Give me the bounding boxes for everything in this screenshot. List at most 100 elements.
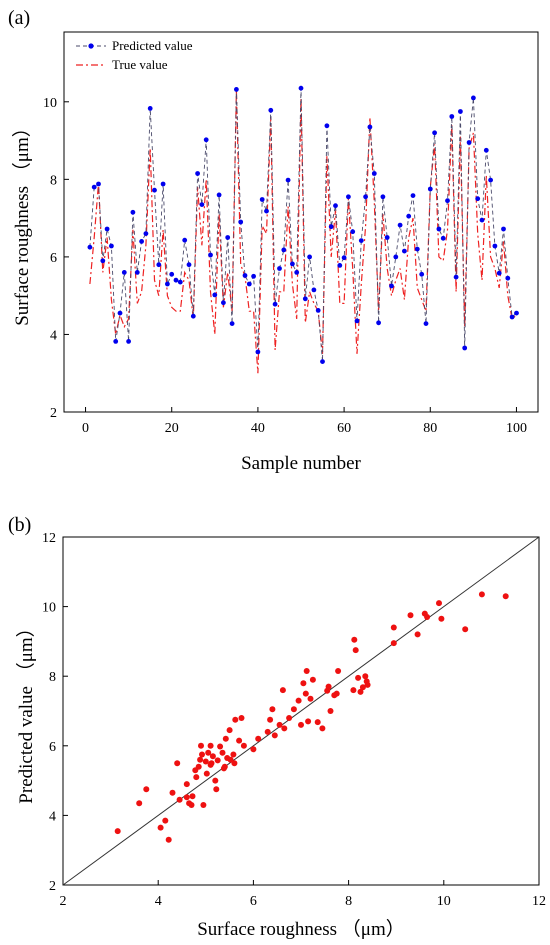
predicted-value-point (190, 313, 196, 319)
predicted-value-point (195, 171, 201, 176)
predicted-value-point (130, 209, 136, 215)
panel-b-x-tick-label: 6 (250, 894, 257, 909)
predicted-value-point (100, 258, 106, 264)
scatter-point (302, 690, 309, 697)
predicted-value-point (302, 296, 308, 302)
panel-b-y-axis-title: Predicted value （μm） (15, 618, 37, 803)
panel-b-x-tick-label: 10 (437, 894, 451, 909)
scatter-point (199, 751, 205, 758)
predicted-value-point (281, 247, 287, 253)
scatter-point (209, 753, 216, 760)
panel-a-x-tick-label: 20 (165, 421, 179, 436)
scatter-point (202, 758, 209, 765)
scatter-point (188, 802, 195, 808)
scatter-point (219, 749, 226, 756)
scatter-point (319, 725, 326, 732)
predicted-value-point (177, 279, 183, 285)
predicted-value-point (126, 339, 131, 344)
predicted-value-point (389, 283, 394, 289)
scatter-point (478, 591, 485, 598)
panel-a-series (87, 85, 519, 374)
predicted-value-point (380, 194, 386, 200)
panel-b-plot-frame (62, 536, 540, 886)
scatter-point (162, 817, 169, 824)
predicted-value-point (505, 275, 511, 281)
scatter-point (333, 690, 340, 697)
predicted-value-point (320, 359, 325, 364)
scatter-point (136, 800, 143, 807)
scatter-point (350, 687, 357, 694)
predicted-value-point (255, 349, 261, 355)
predicted-value-point (272, 301, 278, 307)
scatter-point (362, 673, 369, 680)
scatter-point (364, 681, 371, 688)
scatter-point (232, 716, 239, 723)
scatter-point (208, 760, 215, 767)
predicted-value-point (156, 262, 162, 268)
panel-b-axes-ticks: 2 4 6 8 10 12 2 4 6 8 10 12 (42, 531, 546, 909)
predicted-value-point (246, 281, 252, 287)
predicted-value-point (203, 137, 209, 143)
predicted-value-point (432, 130, 437, 136)
predicted-value-point (376, 320, 381, 326)
scatter-point (198, 742, 204, 749)
predicted-value-point (294, 270, 300, 275)
predicted-value-point (436, 226, 442, 232)
scatter-point (226, 727, 233, 734)
predicted-value-point (225, 235, 231, 240)
predicted-value-point (492, 243, 498, 249)
panel-a-y-axis-title: Surface roughness （μm） (11, 118, 33, 326)
predicted-value-point (337, 263, 343, 268)
predicted-value-point (384, 235, 390, 240)
scatter-point (197, 756, 204, 763)
predicted-value-point (311, 287, 317, 293)
predicted-value-point (87, 244, 93, 250)
panel-b-x-axis-title: Surface roughness （μm） (197, 918, 405, 940)
scatter-point (305, 718, 312, 725)
scatter-point (213, 786, 220, 793)
true-value-line (89, 90, 517, 374)
predicted-value-point (427, 186, 433, 192)
predicted-value-point (268, 107, 274, 113)
scatter-point (436, 600, 442, 607)
scatter-point (327, 708, 334, 714)
predicted-value-point (466, 140, 472, 145)
scatter-point (424, 614, 431, 620)
predicted-value-point (96, 181, 101, 187)
predicted-value-point (242, 273, 248, 278)
predicted-value-point (458, 109, 463, 114)
predicted-value-point (328, 224, 334, 230)
scatter-point (438, 615, 445, 622)
predicted-value-point (152, 187, 157, 193)
predicted-value-point (212, 292, 218, 298)
panel-a-y-tick-label: 4 (50, 328, 57, 343)
predicted-value-point (350, 229, 356, 235)
panel-a-x-tick-label: 100 (506, 421, 527, 436)
predicted-value-point (475, 196, 481, 202)
panel-b-y-tick-label: 10 (42, 601, 56, 616)
scatter-point (217, 743, 224, 750)
panel-a-x-tick-label: 40 (251, 421, 265, 436)
scatter-point (230, 751, 237, 758)
predicted-value-point (367, 124, 373, 130)
scatter-point (207, 742, 214, 749)
panel-a-line-chart: (a) 0 20 40 60 80 100 2 4 6 8 10 Predicted value T… (8, 7, 539, 474)
scatter-point (174, 760, 181, 767)
scatter-point (307, 695, 314, 702)
panel-a-y-tick-label: 6 (50, 251, 57, 266)
scatter-point (279, 687, 286, 694)
scatter-point (407, 612, 414, 619)
scatter-point (236, 737, 243, 744)
scatter-point (231, 760, 238, 767)
predicted-value-point (186, 262, 192, 268)
predicted-value-point (501, 226, 506, 232)
predicted-value-point (91, 184, 97, 190)
scatter-point (290, 706, 297, 713)
scatter-point (203, 770, 210, 777)
scatter-point (212, 777, 219, 784)
predicted-value-point (483, 147, 489, 153)
predicted-value-point (251, 273, 256, 279)
scatter-point (355, 674, 362, 681)
predicted-value-point (182, 237, 188, 243)
